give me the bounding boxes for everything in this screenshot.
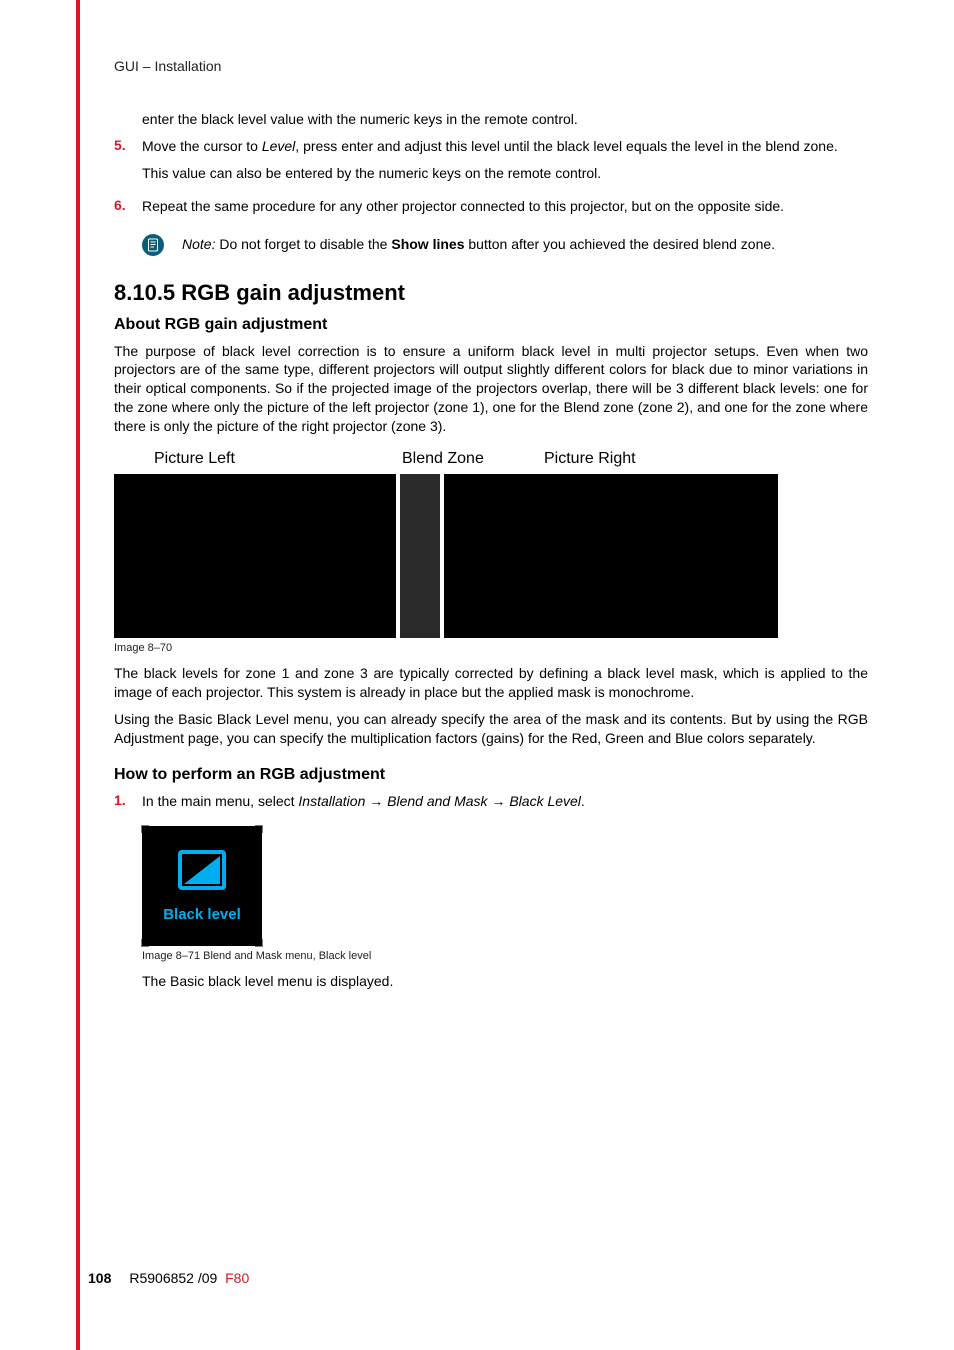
list-step: 6.Repeat the same procedure for any othe…: [114, 197, 868, 224]
zone-left: [114, 474, 396, 638]
continuation-text: enter the black level value with the num…: [142, 110, 868, 129]
page-number: 108: [88, 1270, 111, 1286]
para-about: The purpose of black level correction is…: [114, 342, 868, 436]
label-picture-right: Picture Right: [544, 450, 704, 468]
black-level-icon: [178, 850, 226, 890]
page-content: GUI – Installation enter the black level…: [0, 0, 954, 1350]
subheading-howto: How to perform an RGB adjustment: [114, 766, 868, 784]
caption-8-71: Image 8–71 Blend and Mask menu, Black le…: [142, 950, 868, 962]
figure-labels: Picture Left Blend Zone Picture Right: [154, 450, 868, 468]
doc-number: R5906852 /09: [129, 1270, 217, 1286]
note-icon: [142, 234, 164, 256]
page-footer: 108 R5906852 /09 F80: [88, 1270, 249, 1286]
label-blend-zone: Blend Zone: [402, 450, 544, 468]
label-picture-left: Picture Left: [154, 450, 402, 468]
section-heading: 8.10.5 RGB gain adjustment: [114, 280, 868, 306]
after-icon-text: The Basic black level menu is displayed.: [142, 972, 868, 991]
product-code: F80: [225, 1270, 249, 1286]
step-num-1: 1.: [114, 792, 142, 819]
figure-boxes: [114, 474, 868, 638]
para-mask: The black levels for zone 1 and zone 3 a…: [114, 664, 868, 702]
note-text: Note: Do not forget to disable the Show …: [182, 235, 775, 254]
step-num: 5.: [114, 137, 142, 191]
list-step: 5.Move the cursor to Level, press enter …: [114, 137, 868, 191]
step-body: Repeat the same procedure for any other …: [142, 197, 868, 224]
step-1-body: In the main menu, select Installation → …: [142, 792, 868, 819]
zone-right: [444, 474, 778, 638]
note-block: Note: Do not forget to disable the Show …: [142, 234, 868, 256]
figure-8-70: Picture Left Blend Zone Picture Right Im…: [114, 450, 868, 654]
step-1: 1. In the main menu, select Installation…: [114, 792, 868, 819]
menu-icon-label: Black level: [163, 906, 241, 923]
step-body: Move the cursor to Level, press enter an…: [142, 137, 868, 191]
caption-8-70: Image 8–70: [114, 642, 868, 654]
page-header: GUI – Installation: [114, 58, 868, 74]
subheading-about: About RGB gain adjustment: [114, 316, 868, 334]
black-level-menu-icon[interactable]: Black level: [142, 826, 262, 946]
zone-blend: [400, 474, 440, 638]
step-num: 6.: [114, 197, 142, 224]
para-rgb: Using the Basic Black Level menu, you ca…: [114, 710, 868, 748]
